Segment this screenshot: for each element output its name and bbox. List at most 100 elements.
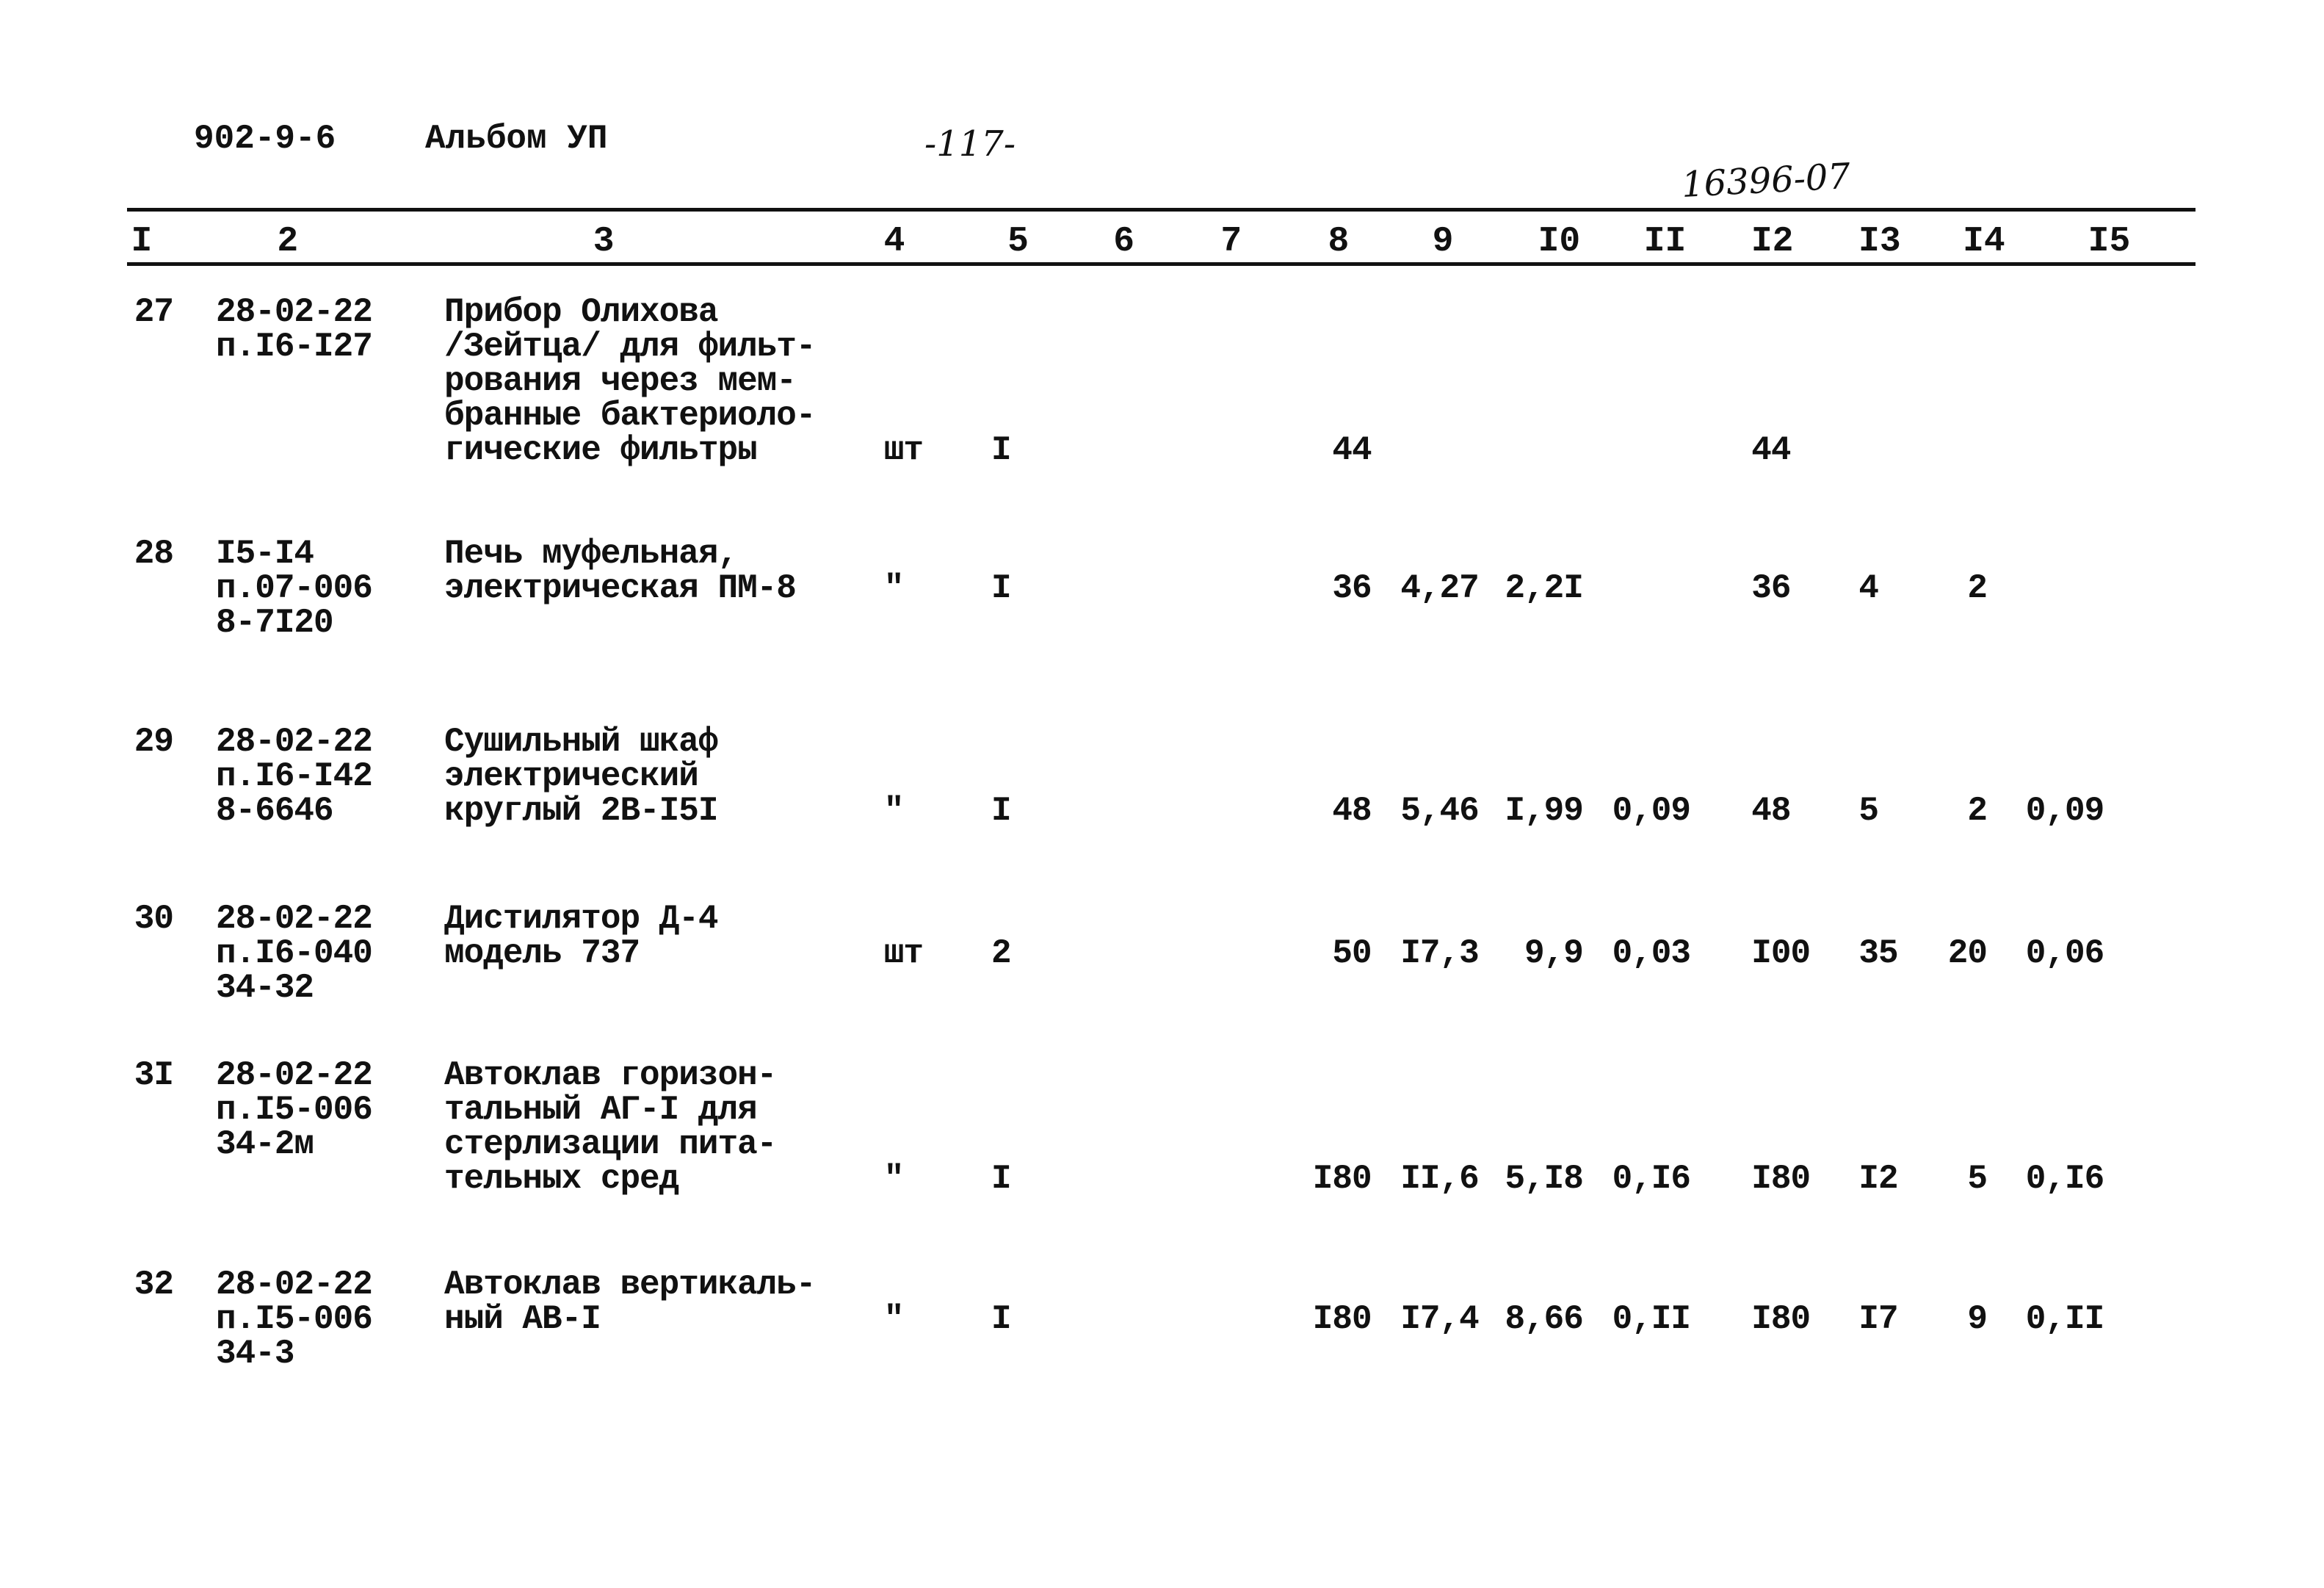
cell-c8: 36 — [1332, 569, 1372, 607]
column-header-2: 2 — [277, 222, 299, 261]
item-name-line: модель 737 — [444, 934, 640, 973]
table-top-rule — [127, 208, 2196, 212]
cell-c13: I2 — [1858, 1160, 1898, 1199]
series-code: 902-9-6 — [194, 120, 336, 158]
cell-c10: 5,I8 — [1505, 1160, 1583, 1199]
cell-c12: I80 — [1751, 1160, 1811, 1199]
column-header-14: I4 — [1963, 222, 2005, 261]
catalog-code-line: 28-02-22 — [216, 900, 373, 939]
cell-c8: 44 — [1332, 430, 1372, 469]
cell-qty: I — [991, 791, 1012, 830]
catalog-code-line: п.07-006 — [216, 569, 373, 607]
item-name-line: тельных сред — [444, 1160, 679, 1199]
cell-c15: 0,06 — [2025, 934, 2104, 973]
cell-c13: I7 — [1858, 1299, 1898, 1338]
item-name-line: Автоклав горизон- — [444, 1056, 777, 1095]
item-name-line: /Зейтца/ для фильт- — [444, 327, 816, 366]
cell-c8: 50 — [1332, 934, 1372, 973]
item-name-line: круглый 2В-I5I — [444, 791, 718, 830]
cell-c15: 0,09 — [2025, 791, 2104, 830]
cell-c10: 2,2I — [1505, 569, 1583, 607]
cell-qty: I — [991, 1299, 1012, 1338]
cell-c11: 0,II — [1612, 1299, 1691, 1338]
item-name-line: Печь муфельная, — [444, 534, 738, 573]
row-number: 29 — [134, 722, 174, 761]
cell-c13: 4 — [1858, 569, 1879, 607]
item-name-line: электрический — [444, 757, 699, 795]
catalog-code-line: 34-2м — [216, 1125, 314, 1164]
column-header-4: 4 — [883, 222, 905, 261]
catalog-code-line: 8-7I20 — [216, 603, 334, 642]
cell-c15: 0,II — [2025, 1299, 2104, 1338]
item-name-line: Автоклав вертикаль- — [444, 1265, 816, 1304]
cell-c14: 5 — [1967, 1160, 1988, 1199]
cell-unit: " — [883, 1160, 905, 1199]
catalog-code-line: п.I6-I27 — [216, 327, 373, 366]
cell-c14: 9 — [1967, 1299, 1988, 1338]
catalog-code-line: 8-6646 — [216, 791, 334, 830]
row-number: 3I — [134, 1056, 174, 1095]
cell-c12: 44 — [1751, 430, 1791, 469]
cell-c9: 5,46 — [1400, 791, 1479, 830]
cell-unit: " — [883, 569, 905, 607]
row-number: 32 — [134, 1265, 174, 1304]
catalog-code-line: 28-02-22 — [216, 722, 373, 761]
cell-c13: 5 — [1858, 791, 1879, 830]
cell-c10: I,99 — [1505, 791, 1583, 830]
album-label: Альбом УП — [425, 120, 608, 158]
cell-c8: I80 — [1312, 1299, 1372, 1338]
cell-qty: I — [991, 569, 1012, 607]
catalog-code-line: 34-3 — [216, 1334, 294, 1373]
column-header-1: I — [131, 222, 153, 261]
row-number: 30 — [134, 900, 174, 939]
item-name-line: бранные бактериоло- — [444, 396, 816, 435]
catalog-code-line: 28-02-22 — [216, 292, 373, 331]
cell-c11: 0,09 — [1612, 791, 1691, 830]
item-name-line: Сушильный шкаф — [444, 722, 718, 761]
item-name-line: гические фильтры — [444, 430, 758, 469]
table-header-rule — [127, 262, 2196, 266]
cell-c11: 0,03 — [1612, 934, 1691, 973]
cell-c15: 0,I6 — [2025, 1160, 2104, 1199]
catalog-code-line: п.I5-006 — [216, 1299, 373, 1338]
item-name-line: Прибор Олихова — [444, 292, 718, 331]
column-header-9: 9 — [1432, 222, 1454, 261]
column-header-7: 7 — [1220, 222, 1242, 261]
item-name-line: тальный АГ-I для — [444, 1091, 758, 1130]
cell-c10: 8,66 — [1505, 1299, 1583, 1338]
item-name-line: ный АВ-I — [444, 1299, 601, 1338]
column-header-12: I2 — [1751, 222, 1794, 261]
cell-unit: " — [883, 791, 905, 830]
column-header-5: 5 — [1007, 222, 1029, 261]
cell-c12: I80 — [1751, 1299, 1811, 1338]
cell-c9: I7,3 — [1400, 934, 1479, 973]
cell-c11: 0,I6 — [1612, 1160, 1691, 1199]
cell-unit: " — [883, 1299, 905, 1338]
cell-c13: 35 — [1858, 934, 1898, 973]
cell-c9: I7,4 — [1400, 1299, 1479, 1338]
catalog-code-line: 28-02-22 — [216, 1265, 373, 1304]
cell-qty: 2 — [991, 934, 1012, 973]
cell-c14: 2 — [1967, 569, 1988, 607]
cell-c14: 20 — [1947, 934, 1988, 973]
catalog-code-line: 34-32 — [216, 969, 314, 1008]
catalog-code-line: п.I6-040 — [216, 934, 373, 973]
cell-c12: I00 — [1751, 934, 1811, 973]
row-number: 27 — [134, 292, 174, 331]
catalog-code-line: 28-02-22 — [216, 1056, 373, 1095]
cell-c9: II,6 — [1400, 1160, 1479, 1199]
cell-qty: I — [991, 430, 1012, 469]
column-header-11: II — [1643, 222, 1687, 261]
column-header-10: I0 — [1538, 222, 1581, 261]
column-header-13: I3 — [1858, 222, 1901, 261]
cell-unit: шт — [883, 934, 924, 973]
cell-c10: 9,9 — [1524, 934, 1584, 973]
column-header-15: I5 — [2088, 222, 2131, 261]
cell-qty: I — [991, 1160, 1012, 1199]
column-header-8: 8 — [1328, 222, 1350, 261]
cell-c12: 36 — [1751, 569, 1791, 607]
item-name-line: электрическая ПМ-8 — [444, 569, 797, 607]
cell-c14: 2 — [1967, 791, 1988, 830]
catalog-code-line: I5-I4 — [216, 534, 314, 573]
cell-unit: шт — [883, 430, 924, 469]
